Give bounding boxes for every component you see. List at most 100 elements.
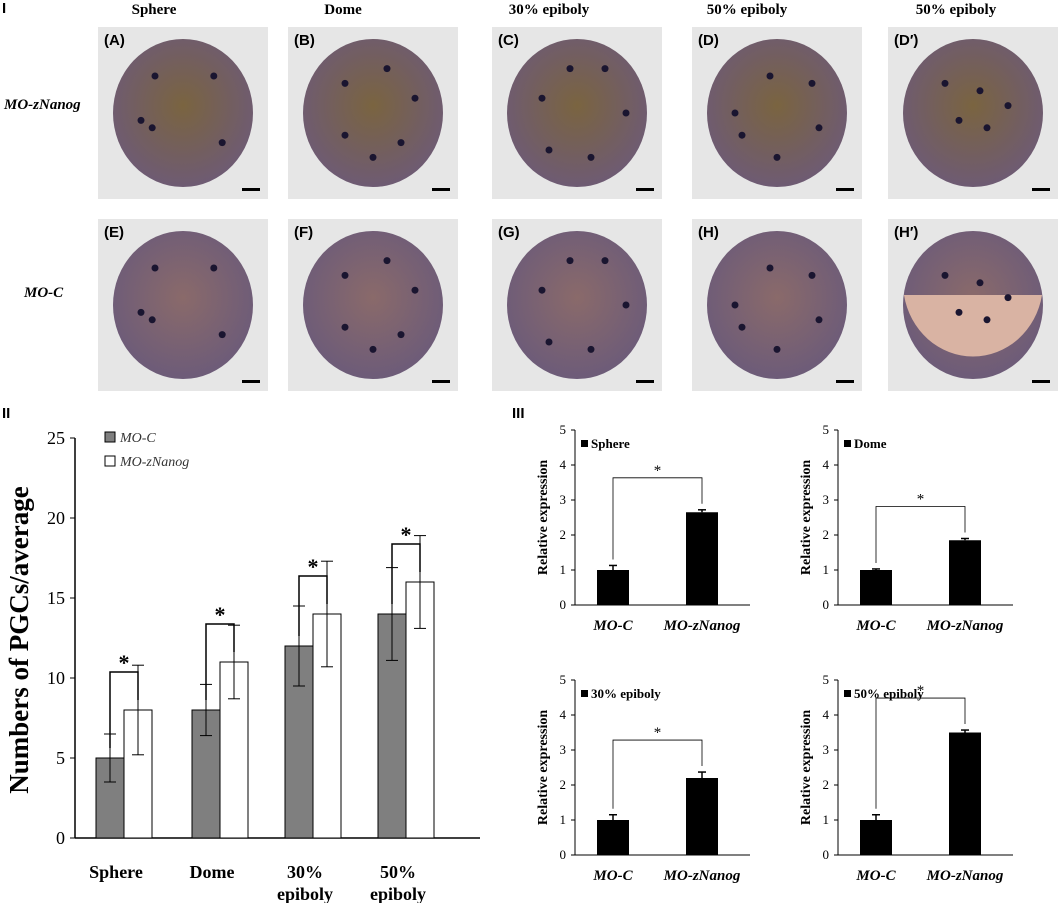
- pgc-spot: [369, 153, 377, 161]
- significance-bracket: [205, 623, 235, 700]
- y-tick-label: 0: [560, 597, 567, 612]
- embryo-illustration: [113, 231, 253, 379]
- y-tick-label: 1: [823, 812, 830, 827]
- scale-bar: [636, 380, 654, 383]
- significance-star: *: [917, 683, 925, 699]
- embryo-illustration: [113, 39, 253, 187]
- scale-bar: [636, 188, 654, 191]
- x-tick-label: Dome: [190, 862, 235, 882]
- embryo-image: (F): [288, 219, 458, 391]
- row-label-mo-c: MO-C: [24, 285, 64, 301]
- y-tick-label: 0: [560, 847, 567, 862]
- image-label: (A): [104, 32, 125, 49]
- title-marker: [844, 440, 851, 447]
- small-chart: 0 1 2 3 4 5 Relative expression Dome MO-C MO-zNan…: [799, 422, 1013, 634]
- small-chart: 0 1 2 3 4 5 Relative expression 50% epiboly MO-C…: [799, 672, 1013, 884]
- y-tick-label: 5: [560, 422, 567, 437]
- pgc-spot: [218, 139, 226, 147]
- image-label: (F): [294, 224, 314, 241]
- y-tick-label: 2: [823, 777, 830, 792]
- y-tick-label: 2: [560, 777, 567, 792]
- significance-star: *: [654, 725, 662, 741]
- y-tick-label: 2: [823, 527, 830, 542]
- significance-bracket: [109, 671, 139, 748]
- stage-header-30-epiboly: 30% epiboly: [508, 2, 590, 18]
- pgc-spot: [983, 124, 991, 132]
- x-tick-label: MO-C: [592, 868, 633, 884]
- embryo-illustration: [903, 39, 1043, 187]
- y-tick-label: 2: [560, 527, 567, 542]
- y-tick-label: 0: [56, 828, 65, 848]
- x-tick-label: epiboly: [370, 884, 426, 903]
- embryo-image: (B): [288, 27, 458, 199]
- small-chart: 0 1 2 3 4 5 Relative expression Sphere MO-C MO-zN…: [536, 422, 750, 634]
- y-tick-label: 3: [823, 492, 830, 507]
- pgc-spot: [815, 124, 823, 132]
- y-tick-label: 20: [47, 508, 65, 528]
- stage-header-sphere: Sphere: [131, 2, 177, 18]
- title-marker: [581, 690, 588, 697]
- y-tick-label: 25: [47, 428, 65, 448]
- stage-header-dome: Dome: [324, 2, 362, 18]
- bar: [405, 581, 435, 839]
- pgc-spot: [983, 316, 991, 324]
- image-label: (C): [498, 32, 519, 49]
- pgc-spot: [341, 131, 349, 139]
- scale-bar: [432, 188, 450, 191]
- significance-bracket: [875, 506, 966, 563]
- pgc-spot: [587, 345, 595, 353]
- embryo-illustration: [707, 39, 847, 187]
- significance-bracket: [298, 575, 328, 636]
- embryo-body: [507, 231, 647, 379]
- y-tick-label: 4: [560, 707, 567, 722]
- pgc-count-bar-chart: 0 5 10 15 20 25 Numbers of PGCs/average MO-C MO-…: [4, 428, 480, 903]
- row-label-mo-znanog: MO-zNanog: [4, 97, 81, 113]
- y-axis-label: Relative expression: [799, 460, 814, 575]
- pgc-spot: [766, 264, 774, 272]
- pgc-spot: [383, 65, 391, 73]
- stage-header-50-epiboly-lateral: 50% epiboly: [915, 2, 997, 18]
- bar: [860, 820, 892, 855]
- embryo-illustration: [507, 231, 647, 379]
- embryo-image: (G): [492, 219, 662, 391]
- embryo-body: [507, 39, 647, 187]
- pgc-spot: [137, 116, 145, 124]
- pgc-spot: [411, 94, 419, 102]
- x-tick-label: epiboly: [277, 884, 333, 903]
- pgc-spot: [210, 264, 218, 272]
- y-tick-label: 0: [823, 597, 830, 612]
- y-axis-label: Numbers of PGCs/average: [4, 486, 34, 793]
- bar: [949, 540, 981, 605]
- y-tick-label: 0: [823, 847, 830, 862]
- scale-bar: [1032, 380, 1050, 383]
- y-tick-label: 4: [823, 707, 830, 722]
- pgc-spot: [137, 308, 145, 316]
- embryo-body: [303, 39, 443, 187]
- scale-bar: [242, 380, 260, 383]
- image-label: (D′): [894, 32, 919, 49]
- y-tick-label: 5: [823, 422, 830, 437]
- image-label: (H): [698, 224, 719, 241]
- embryo-image: (E): [98, 219, 268, 391]
- pgc-spot: [210, 72, 218, 80]
- relative-expression-charts: 0 1 2 3 4 5 Relative expression Sphere MO-C MO-zN…: [536, 422, 1013, 884]
- bar: [597, 570, 629, 605]
- scale-bar: [836, 188, 854, 191]
- image-label: (D): [698, 32, 719, 49]
- pgc-spot: [601, 257, 609, 265]
- pgc-spot: [341, 79, 349, 87]
- embryo-image: (D): [692, 27, 862, 199]
- scale-bar: [242, 188, 260, 191]
- y-tick-label: 5: [56, 748, 65, 768]
- pgc-spot: [738, 323, 746, 331]
- pgc-spot: [976, 87, 984, 95]
- bar: [686, 778, 718, 855]
- pgc-spot: [941, 271, 949, 279]
- bar: [949, 732, 981, 855]
- pgc-spot: [151, 264, 159, 272]
- pgc-spot: [773, 345, 781, 353]
- legend-swatch: [104, 455, 116, 467]
- pgc-spot: [1004, 294, 1012, 302]
- y-tick-label: 1: [560, 562, 567, 577]
- x-tick-label: MO-C: [855, 618, 896, 634]
